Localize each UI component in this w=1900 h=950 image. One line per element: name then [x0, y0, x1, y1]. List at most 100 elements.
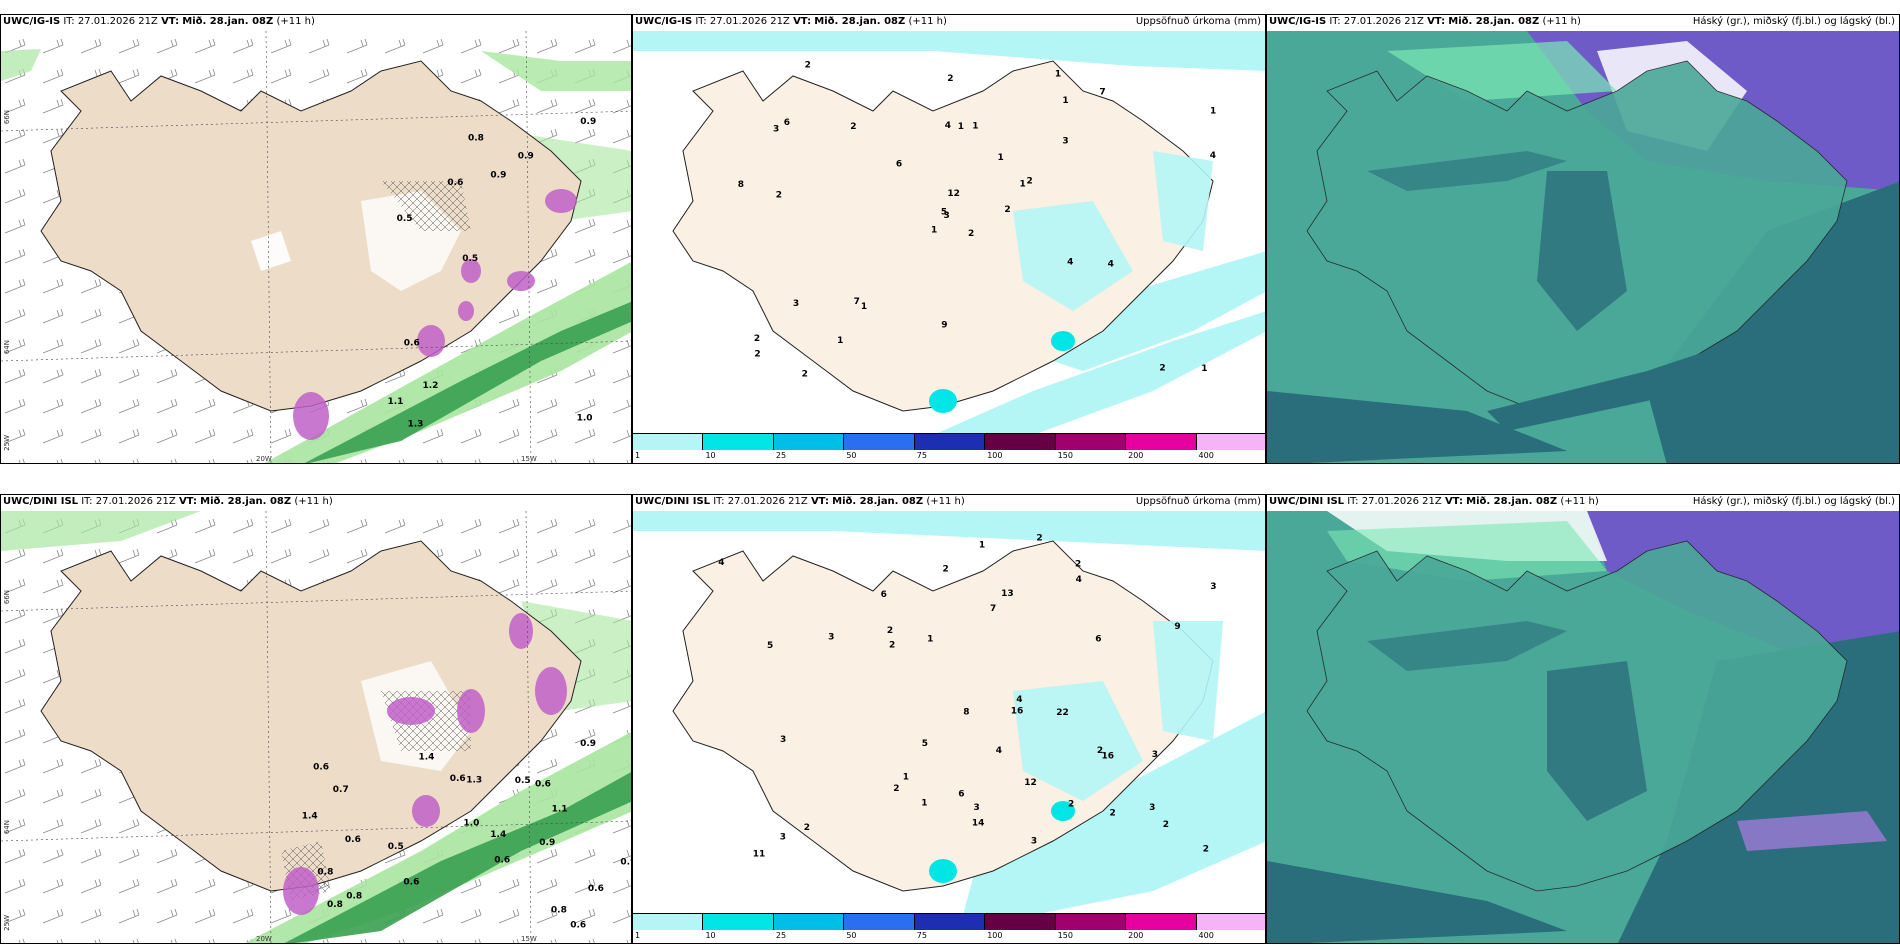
value-label: 1	[979, 540, 985, 550]
value-label: 1	[972, 122, 978, 132]
value-label: 4	[945, 121, 951, 131]
panel-cloud-dini: UWC/DINI ISL IT: 27.01.2026 21Z VT: Mið.…	[1266, 494, 1900, 944]
value-label: 1.0	[577, 414, 593, 424]
lon-label: 20W	[256, 935, 272, 943]
value-label: 5	[922, 739, 928, 749]
value-label: 0.6	[570, 920, 586, 930]
colorbar-tick: 200	[1128, 451, 1144, 460]
value-label: 1.3	[466, 776, 482, 786]
value-label: 14	[972, 819, 985, 829]
value-label: 0.5	[397, 214, 413, 224]
value-label: 0.9	[518, 152, 534, 162]
lon-label: 25W	[3, 435, 11, 451]
colorbar-swatch	[633, 433, 704, 450]
panel-header: UWC/IG-IS IT: 27.01.2026 21Z VT: Mið. 28…	[635, 16, 947, 27]
value-label: 0.6	[345, 835, 361, 845]
value-label: 0.6	[494, 856, 510, 866]
iceland-land	[40, 540, 582, 892]
colorbar-swatch	[703, 913, 774, 930]
panel-wind-dini: UWC/DINI ISL IT: 27.01.2026 21Z VT: Mið.…	[0, 494, 632, 944]
value-label: 0.8	[468, 133, 484, 143]
colorbar-swatch	[1055, 433, 1127, 450]
value-label: 0.6	[404, 339, 420, 349]
value-label: 3	[780, 833, 786, 843]
value-label: 1	[1055, 69, 1061, 79]
value-label: 0.6	[450, 774, 466, 784]
value-label: 8	[963, 708, 969, 718]
panel-title: Háský (gr.), miðský (fj.bl.) og lágský (…	[1692, 16, 1895, 27]
colorbar-swatch	[1196, 433, 1265, 450]
lat-label: 64N	[3, 820, 11, 835]
value-label: 22	[1056, 708, 1069, 718]
colorbar-tick: 100	[987, 931, 1003, 940]
panel-title: Háský (gr.), miðský (fj.bl.) og lágský (…	[1692, 496, 1895, 507]
value-label: 1.4	[490, 830, 506, 840]
value-label: 0.5	[388, 842, 404, 852]
colorbar-tick: 200	[1128, 931, 1144, 940]
value-label: 3	[780, 735, 786, 745]
value-label: 3	[1210, 582, 1216, 592]
value-label: 0.9	[539, 838, 555, 848]
value-label: 0.6	[447, 178, 463, 188]
wind-map: 1.0 0.5 0.9 0.5 0.9 1.3 0.8 0.9 0.6 0.6 1.1 1.2	[1, 31, 631, 463]
lon-label: 20W	[256, 455, 272, 463]
value-label: 1	[861, 302, 867, 312]
value-label: 7	[1099, 88, 1105, 98]
value-label: 4	[996, 746, 1002, 756]
value-label: 7	[854, 297, 860, 307]
value-label: 1.2	[423, 381, 439, 391]
colorbar-swatch	[1126, 913, 1197, 930]
panel-title: Uppsöfnuð úrkoma (mm)	[1135, 16, 1261, 27]
colorbar-swatch	[633, 913, 704, 930]
value-label: 3	[828, 633, 834, 643]
value-label: 2	[943, 565, 949, 575]
value-label: 4	[1016, 695, 1022, 705]
panel-precip-dini: UWC/DINI ISL IT: 27.01.2026 21Z VT: Mið.…	[632, 494, 1266, 944]
value-label: 4	[1076, 575, 1082, 585]
value-label: 1.4	[419, 752, 435, 762]
colorbar-swatch	[1196, 913, 1265, 930]
colorbar-swatch	[773, 913, 845, 930]
value-label: 2	[1004, 205, 1010, 215]
value-label: 1	[927, 635, 933, 645]
value-label: 11	[753, 850, 766, 860]
value-label: 0.6	[403, 877, 419, 887]
colorbar-tick: 75	[916, 931, 927, 940]
value-label: 2	[887, 626, 893, 636]
cloud-map	[1267, 511, 1899, 943]
colorbar-tick: 1	[635, 451, 641, 460]
panel-header: UWC/DINI ISL IT: 27.01.2026 21Z VT: Mið.…	[3, 496, 333, 507]
colorbar-tick: 50	[846, 931, 857, 940]
value-label: 3	[944, 211, 950, 221]
value-label: 2	[1068, 799, 1074, 809]
value-label: 3	[1152, 750, 1158, 760]
value-label: 3	[793, 299, 799, 309]
value-label: 13	[1001, 589, 1014, 599]
value-label: 6	[784, 118, 790, 128]
cloud-map	[1267, 31, 1899, 463]
colorbar-tick: 10	[705, 931, 716, 940]
value-label: 12	[1024, 778, 1037, 788]
colorbar-swatch	[985, 913, 1056, 930]
precip-band	[264, 262, 631, 463]
value-label: 7	[990, 604, 996, 614]
lat-label: 66N	[3, 110, 11, 125]
colorbar-tick: 150	[1057, 931, 1073, 940]
colorbar-swatch	[844, 433, 915, 450]
value-label: 1	[837, 336, 843, 346]
value-label: 2	[1203, 845, 1209, 855]
value-label: 2	[805, 61, 811, 71]
panel-header: UWC/DINI ISL IT: 27.01.2026 21Z VT: Mið.…	[635, 496, 965, 507]
colorbar-swatch	[1126, 433, 1197, 450]
value-label: 2	[1163, 820, 1169, 830]
value-label: 0.6	[535, 780, 551, 790]
value-label: 9	[941, 321, 947, 331]
colorbar-tick: 10	[705, 451, 716, 460]
value-label: 9	[1174, 622, 1180, 632]
value-label: 2	[1027, 177, 1033, 187]
panel-precip-ig: UWC/IG-IS IT: 27.01.2026 21Z VT: Mið. 28…	[632, 14, 1266, 464]
colorbar-tick: 50	[846, 451, 857, 460]
colorbar-swatch	[914, 433, 986, 450]
panel-cloud-ig: UWC/IG-IS IT: 27.01.2026 21Z VT: Mið. 28…	[1266, 14, 1900, 464]
lon-label: 25W	[3, 915, 11, 931]
